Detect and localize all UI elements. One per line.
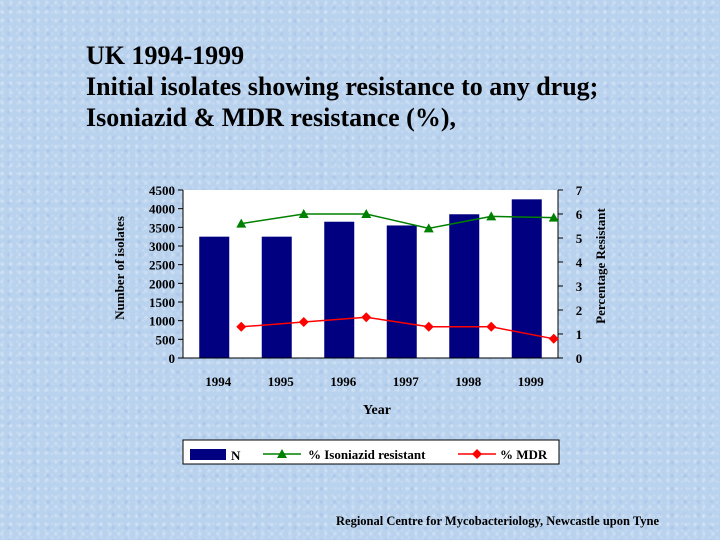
legend-swatch-n xyxy=(190,449,226,460)
left-tick-label: 0 xyxy=(169,351,176,366)
bar-1996 xyxy=(324,221,355,358)
legend-label-mdr: % MDR xyxy=(500,447,548,462)
legend-label-isoniazid: % Isoniazid resistant xyxy=(308,447,426,462)
bar-1997 xyxy=(386,225,417,358)
y-axis-title: Number of isolates xyxy=(112,216,127,320)
bar-1994 xyxy=(199,236,230,358)
right-tick-label: 7 xyxy=(576,183,583,198)
point-isoniazid-1996 xyxy=(361,209,372,218)
bar-1995 xyxy=(261,236,292,358)
point-mdr-1995 xyxy=(298,317,309,327)
right-tick-label: 5 xyxy=(576,231,583,246)
left-tick-label: 3500 xyxy=(149,220,175,235)
point-isoniazid-1998 xyxy=(486,211,497,221)
point-isoniazid-1994 xyxy=(236,218,247,228)
legend-box xyxy=(182,439,560,465)
x-tick-label-1995: 1995 xyxy=(268,374,295,389)
left-tick-label: 3000 xyxy=(149,239,175,254)
point-isoniazid-1999 xyxy=(548,212,559,222)
line-mdr xyxy=(241,316,554,340)
point-isoniazid-1995 xyxy=(298,209,309,218)
left-tick-label: 1500 xyxy=(149,295,175,310)
source-credit: Regional Centre for Mycobacteriology, Ne… xyxy=(336,514,659,528)
x-tick-label-1999: 1999 xyxy=(518,374,545,389)
legend-label-n: N xyxy=(231,448,241,463)
point-mdr-1994 xyxy=(236,321,247,332)
left-tick-label: 500 xyxy=(156,332,176,347)
right-tick-label: 6 xyxy=(576,207,583,222)
x-axis-title: Year xyxy=(363,403,391,418)
legend-marker-isoniazid xyxy=(277,449,287,458)
chart-title: UK 1994-1999 Initial isolates showing re… xyxy=(86,40,598,133)
right-tick-label: 4 xyxy=(576,255,583,270)
left-tick-label: 2500 xyxy=(149,258,175,273)
title-line-2: Initial isolates showing resistance to a… xyxy=(86,72,599,101)
left-tick-label: 4000 xyxy=(149,202,175,217)
right-tick-label: 3 xyxy=(576,279,583,294)
x-tick-label-1994: 1994 xyxy=(205,374,232,389)
point-mdr-1998 xyxy=(486,321,497,332)
left-tick-label: 2000 xyxy=(149,276,175,291)
point-mdr-1996 xyxy=(361,312,372,323)
x-tick-label-1997: 1997 xyxy=(393,374,420,389)
point-mdr-1997 xyxy=(423,321,434,332)
point-mdr-1999 xyxy=(548,333,559,344)
right-tick-label: 2 xyxy=(576,303,583,318)
left-tick-label: 1000 xyxy=(149,314,175,329)
line-isoniazid xyxy=(241,213,554,230)
right-tick-label: 1 xyxy=(576,327,583,342)
point-isoniazid-1997 xyxy=(423,223,434,233)
title-line-3: Isoniazid & MDR resistance (%), xyxy=(86,103,456,132)
x-tick-label-1996: 1996 xyxy=(330,374,357,389)
y2-axis-title: Percentage Resistant xyxy=(593,208,608,324)
right-tick-label: 0 xyxy=(576,351,583,366)
left-tick-label: 4500 xyxy=(149,183,175,198)
legend-marker-mdr xyxy=(472,449,482,459)
x-tick-label-1998: 1998 xyxy=(455,374,482,389)
title-line-1: UK 1994-1999 xyxy=(86,41,245,70)
bar-1998 xyxy=(449,214,480,358)
